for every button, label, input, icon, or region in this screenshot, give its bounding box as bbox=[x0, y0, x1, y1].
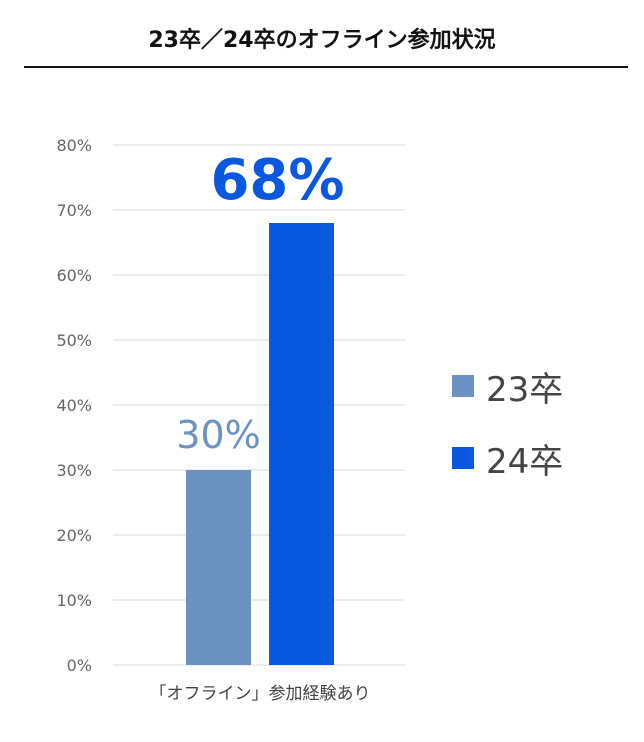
bar-24卒 bbox=[269, 223, 334, 665]
legend-label-24: 24卒 bbox=[486, 441, 564, 482]
y-tick-label: 30% bbox=[56, 461, 92, 480]
data-label-24卒: 68% bbox=[210, 148, 344, 213]
y-tick-label: 80% bbox=[56, 136, 92, 155]
legend-label-23: 23卒 bbox=[486, 369, 564, 410]
y-tick-label: 60% bbox=[56, 266, 92, 285]
chart-title: 23卒／24卒のオフライン参加状況 bbox=[148, 28, 496, 53]
title-divider bbox=[24, 66, 628, 68]
legend-swatch-24 bbox=[452, 447, 474, 469]
y-tick-label: 0% bbox=[67, 656, 92, 675]
y-tick-label: 40% bbox=[56, 396, 92, 415]
bar-23卒 bbox=[186, 470, 251, 665]
x-category-label: 「オフライン」参加経験あり bbox=[150, 684, 371, 704]
y-tick-label: 50% bbox=[56, 331, 92, 350]
legend: 23卒 24卒 bbox=[452, 362, 563, 506]
legend-item-24: 24卒 bbox=[452, 434, 563, 482]
legend-swatch-23 bbox=[452, 375, 474, 397]
data-label-23卒: 30% bbox=[176, 413, 260, 457]
y-tick-label: 10% bbox=[56, 591, 92, 610]
y-tick-label: 70% bbox=[56, 201, 92, 220]
y-tick-label: 20% bbox=[56, 526, 92, 545]
legend-item-23: 23卒 bbox=[452, 362, 563, 410]
